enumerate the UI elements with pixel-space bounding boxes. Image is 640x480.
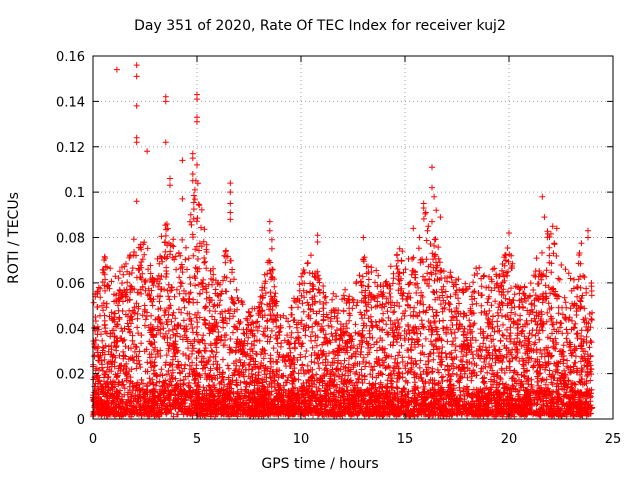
- y-tick-label: 0.12: [56, 141, 85, 156]
- y-axis-label: ROTI / TECUs: [6, 192, 22, 284]
- y-tick-label: 0.1: [64, 186, 85, 201]
- x-axis-label: GPS time / hours: [261, 456, 379, 472]
- y-tick-label: 0.06: [56, 277, 85, 292]
- y-tick-label: 0.08: [56, 232, 85, 247]
- y-tick-label: 0.14: [56, 95, 85, 110]
- y-tick-label: 0: [77, 413, 85, 428]
- x-tick-label: 5: [193, 432, 201, 447]
- x-tick-label: 15: [397, 432, 414, 447]
- x-tick-label: 0: [89, 432, 97, 447]
- y-tick-label: 0.04: [56, 322, 85, 337]
- x-tick-label: 10: [293, 432, 310, 447]
- chart-title: Day 351 of 2020, Rate Of TEC Index for r…: [134, 18, 506, 34]
- y-tick-label: 0.16: [56, 50, 85, 65]
- y-tick-label: 0.02: [56, 368, 85, 383]
- roti-scatter-series: [90, 62, 596, 420]
- data-points: [90, 62, 596, 420]
- x-tick-label: 25: [605, 432, 622, 447]
- axis-ticks: 0 5 10 15 20 25 0 0.02 0.04 0.06 0.08 0.1 0.12 0.14 0.…: [56, 50, 621, 447]
- x-tick-label: 20: [501, 432, 518, 447]
